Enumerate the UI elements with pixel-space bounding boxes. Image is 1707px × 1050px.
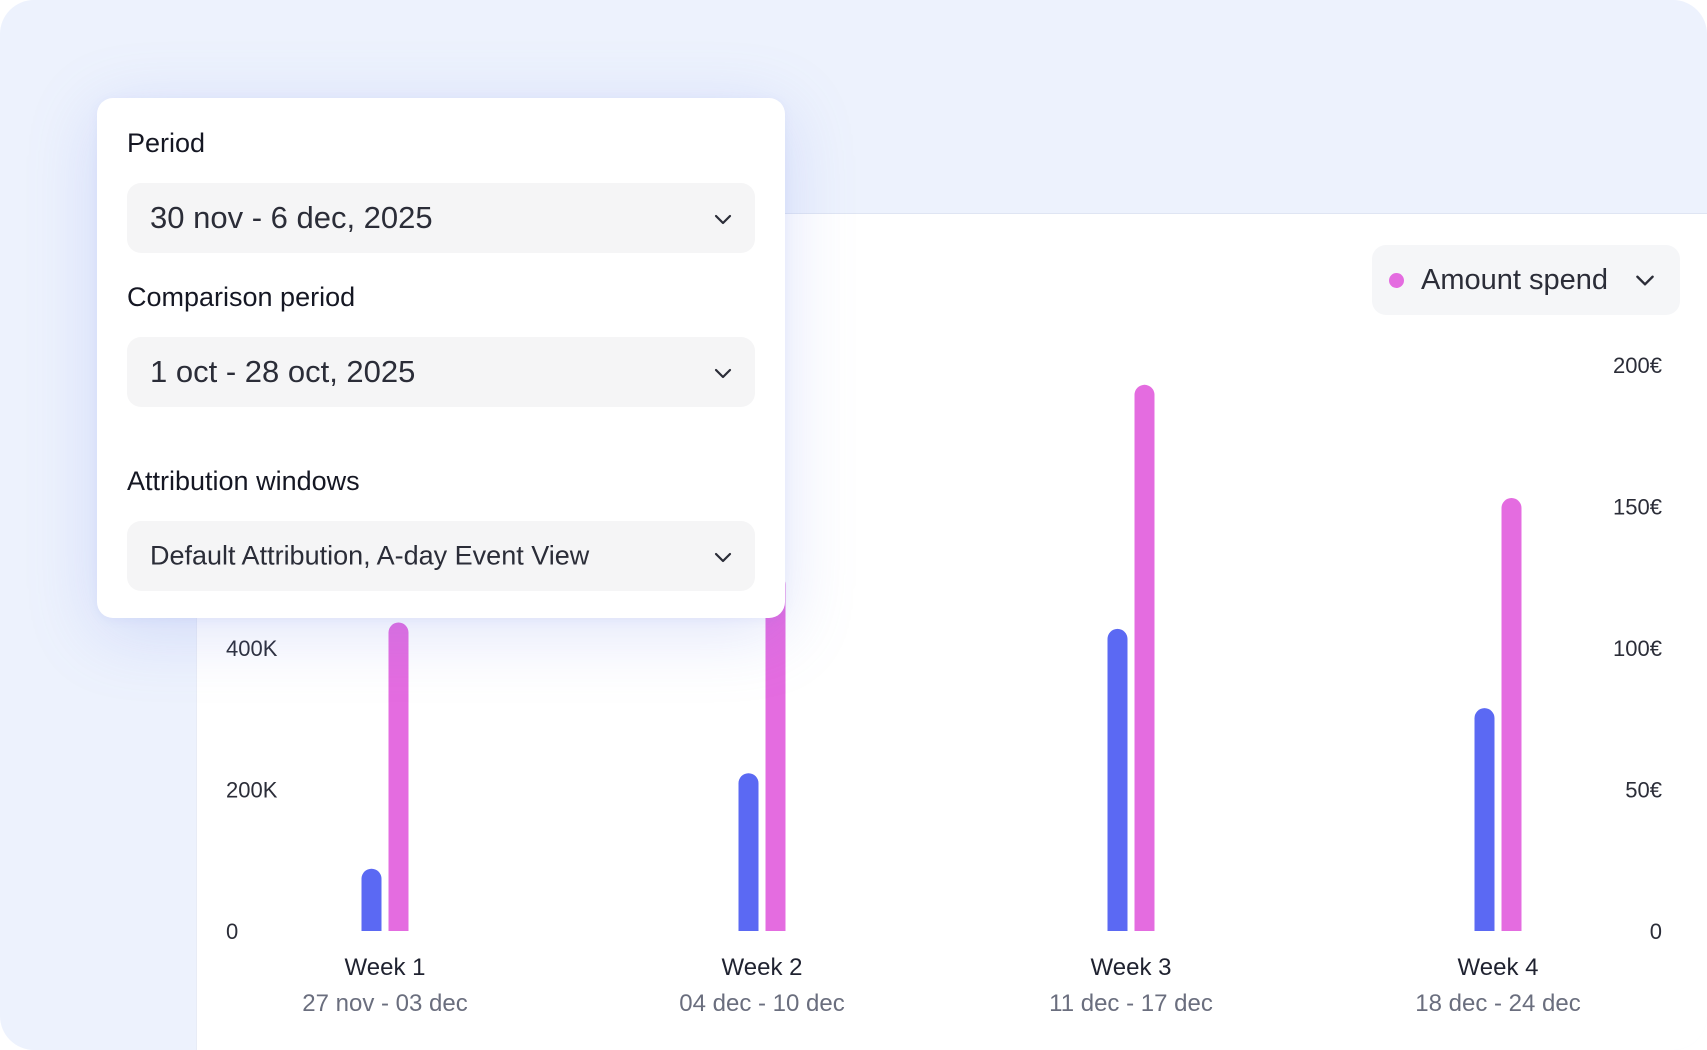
chevron-down-icon: [711, 207, 735, 236]
x-category-label: Week 1: [345, 954, 426, 981]
x-category-label: Week 4: [1458, 954, 1539, 981]
attribution-windows-select-value: Default Attribution, A-day Event View: [150, 540, 590, 571]
x-category-date-range: 18 dec - 24 dec: [1415, 990, 1580, 1017]
x-category-date-range: 04 dec - 10 dec: [679, 990, 844, 1017]
chevron-down-icon: [711, 545, 735, 574]
filter-panel: Period 30 nov - 6 dec, 2025 Comparison p…: [97, 98, 785, 618]
period-select[interactable]: 30 nov - 6 dec, 2025: [127, 183, 755, 253]
y-right-tick-label: 200€: [1613, 353, 1662, 378]
period-select-value: 30 nov - 6 dec, 2025: [150, 200, 433, 235]
y-right-tick-label: 50€: [1625, 778, 1662, 803]
bar: [1134, 384, 1155, 931]
bar: [1501, 498, 1522, 931]
bar: [738, 773, 759, 931]
bar: [1474, 708, 1495, 931]
comparison-period-select-value: 1 oct - 28 oct, 2025: [150, 354, 416, 389]
y-left-tick-label: 200K: [226, 778, 278, 803]
period-label: Period: [127, 128, 206, 158]
y-right-tick-label: 150€: [1613, 495, 1662, 520]
x-category-date-range: 11 dec - 17 dec: [1049, 990, 1213, 1017]
y-right-tick-label: 100€: [1613, 636, 1662, 661]
metric-select-label: Amount spend: [1421, 263, 1609, 296]
x-category-date-range: 27 nov - 03 dec: [302, 990, 467, 1017]
bar: [1107, 628, 1128, 931]
chevron-down-icon: [711, 361, 735, 390]
y-right-tick-label: 0: [1650, 919, 1662, 944]
x-category-label: Week 3: [1091, 954, 1172, 981]
comparison-period-select[interactable]: 1 oct - 28 oct, 2025: [127, 337, 755, 407]
metric-select[interactable]: Amount spend: [1372, 245, 1680, 315]
y-left-tick-label: 0: [226, 919, 238, 944]
bar: [388, 622, 409, 931]
x-category-label: Week 2: [722, 954, 803, 981]
attribution-windows-label: Attribution windows: [127, 466, 360, 496]
y-left-tick-label: 400K: [226, 636, 278, 661]
attribution-windows-select[interactable]: Default Attribution, A-day Event View: [127, 521, 755, 591]
comparison-period-label: Comparison period: [127, 282, 356, 312]
series-color-dot: [1389, 272, 1404, 288]
chevron-down-icon: [1632, 267, 1658, 298]
bar: [765, 574, 786, 931]
bar: [361, 868, 382, 931]
